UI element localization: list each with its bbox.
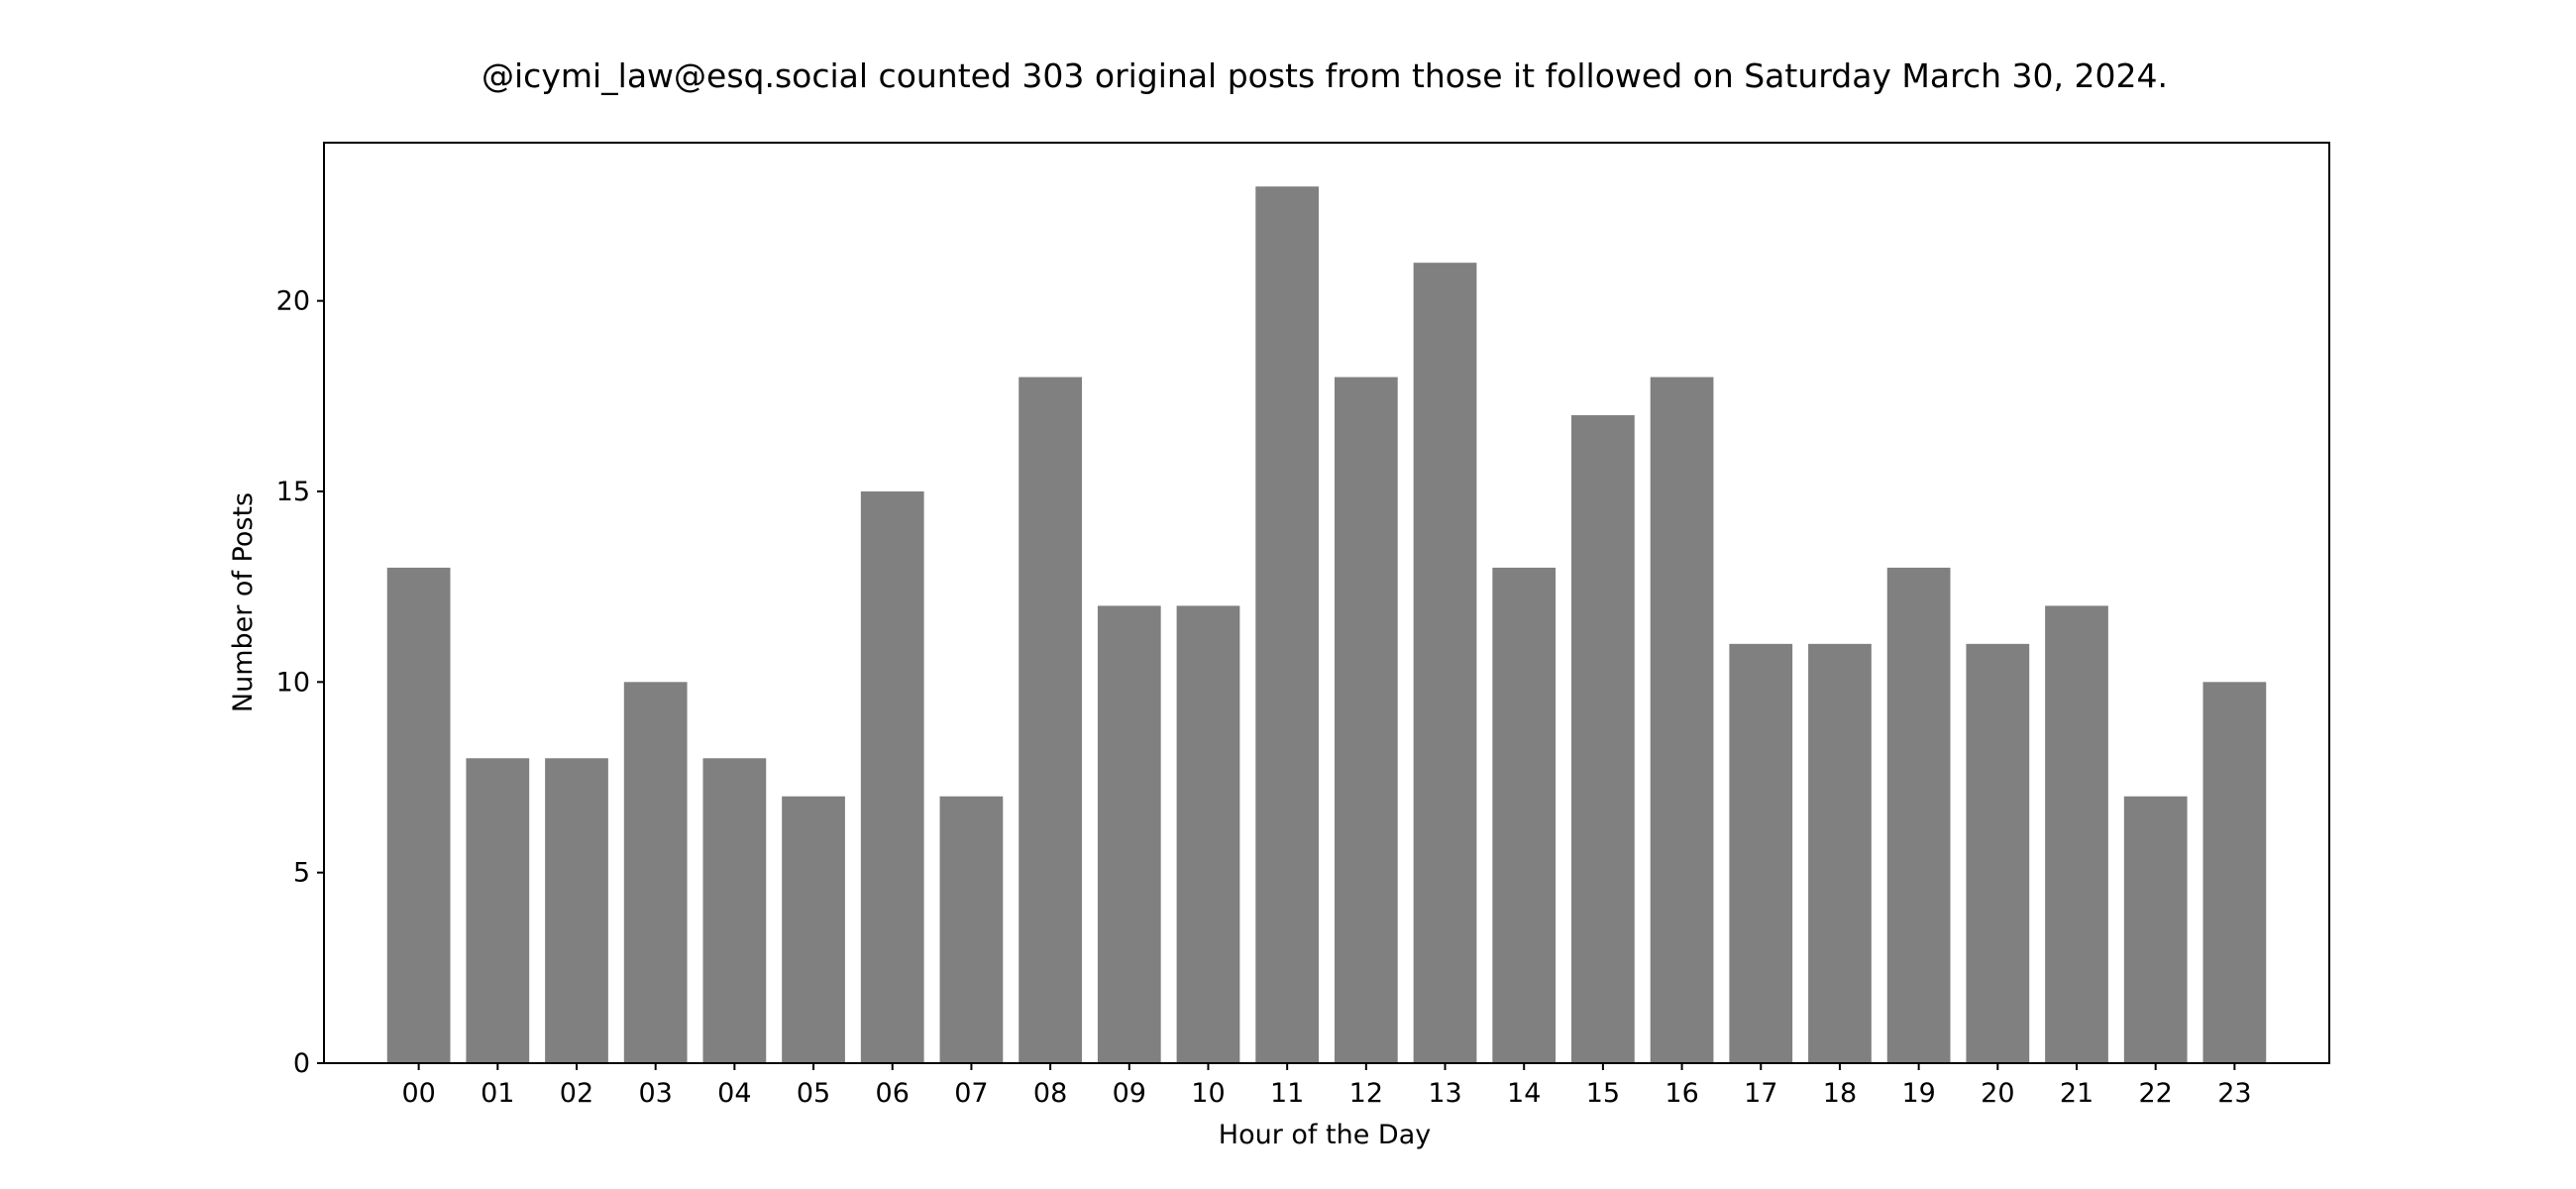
x-tick-label: 18 <box>1823 1078 1857 1109</box>
bar-02 <box>545 758 608 1063</box>
bar-10 <box>1176 605 1240 1063</box>
x-tick-label: 15 <box>1586 1078 1620 1109</box>
x-tick-label: 13 <box>1428 1078 1461 1109</box>
bar-12 <box>1334 377 1398 1064</box>
x-tick-label: 04 <box>717 1078 751 1109</box>
bar-22 <box>2123 796 2188 1063</box>
bar-09 <box>1097 605 1161 1063</box>
x-tick-label: 01 <box>481 1078 514 1109</box>
x-tick-label: 21 <box>2060 1078 2093 1109</box>
x-tick-label: 19 <box>1901 1078 1935 1109</box>
bar-13 <box>1413 263 1477 1063</box>
x-tick-label: 22 <box>2139 1078 2173 1109</box>
bar-01 <box>466 758 530 1063</box>
x-tick-label: 20 <box>1981 1078 2014 1109</box>
x-tick-label: 03 <box>638 1078 672 1109</box>
bar-20 <box>1966 643 2030 1063</box>
x-tick-label: 14 <box>1507 1078 1541 1109</box>
bar-06 <box>860 490 924 1064</box>
y-tick-label: 0 <box>293 1048 310 1079</box>
bar-04 <box>702 758 767 1063</box>
bar-15 <box>1571 415 1635 1063</box>
y-tick-label: 20 <box>276 286 310 317</box>
x-tick-label: 07 <box>954 1078 988 1109</box>
x-tick-label: 16 <box>1664 1078 1698 1109</box>
y-tick-label: 10 <box>276 667 310 698</box>
plot-frame <box>323 142 2330 1064</box>
bar-14 <box>1492 567 1556 1063</box>
y-axis-label: Number of Posts <box>228 492 259 712</box>
bar-17 <box>1729 643 1793 1063</box>
x-tick-label: 05 <box>797 1078 830 1109</box>
bar-19 <box>1886 567 1951 1063</box>
bar-18 <box>1808 643 1872 1063</box>
bar-21 <box>2045 605 2108 1063</box>
x-tick-label: 09 <box>1113 1078 1146 1109</box>
bars-layer <box>386 186 2267 1064</box>
x-axis-ticks: 00 01 02 03 04 05 06 07 08 09 10 11 12 13 14 15 16 17 18 19… <box>401 1063 2252 1109</box>
bar-16 <box>1650 377 1714 1064</box>
bar-08 <box>1019 377 1082 1064</box>
bar-11 <box>1255 186 1320 1064</box>
bar-00 <box>386 567 451 1063</box>
x-tick-label: 11 <box>1270 1078 1304 1109</box>
x-tick-label: 17 <box>1744 1078 1777 1109</box>
x-tick-label: 06 <box>876 1078 910 1109</box>
bar-23 <box>2202 682 2267 1063</box>
chart-title: @icymi_law@esq.social counted 303 origin… <box>482 56 2168 95</box>
x-tick-label: 12 <box>1349 1078 1383 1109</box>
x-tick-label: 08 <box>1033 1078 1067 1109</box>
y-axis-ticks: 0 5 10 15 20 <box>276 286 324 1079</box>
x-tick-label: 02 <box>560 1078 593 1109</box>
x-tick-label: 10 <box>1191 1078 1225 1109</box>
x-axis-label: Hour of the Day <box>1219 1120 1431 1150</box>
y-tick-label: 15 <box>276 477 310 507</box>
y-tick-label: 5 <box>293 858 310 889</box>
bar-03 <box>623 682 688 1063</box>
bar-07 <box>939 796 1004 1063</box>
bar-05 <box>782 796 845 1063</box>
x-tick-label: 23 <box>2217 1078 2251 1109</box>
x-tick-label: 00 <box>401 1078 435 1109</box>
